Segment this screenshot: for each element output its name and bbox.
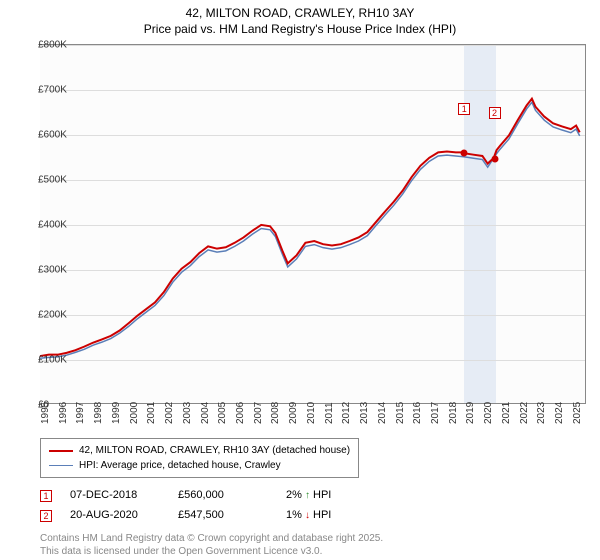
x-axis-label: 2007 — [253, 402, 264, 424]
sale-date: 07-DEC-2018 — [70, 486, 160, 506]
x-axis-label: 2025 — [572, 402, 583, 424]
attribution-line2: This data is licensed under the Open Gov… — [40, 545, 586, 558]
x-axis-label: 1997 — [75, 402, 86, 424]
x-axis-label: 2012 — [341, 402, 352, 424]
sale-date: 20-AUG-2020 — [70, 506, 160, 526]
sale-price: £547,500 — [178, 506, 268, 526]
x-axis-label: 2015 — [395, 402, 406, 424]
x-axis-label: 1998 — [93, 402, 104, 424]
x-axis-label: 1999 — [111, 402, 122, 424]
x-axis-label: 2003 — [182, 402, 193, 424]
y-axis-label: £100K — [38, 355, 67, 366]
legend-area: 42, MILTON ROAD, CRAWLEY, RH10 3AY (deta… — [40, 438, 586, 558]
chart-title: 42, MILTON ROAD, CRAWLEY, RH10 3AY — [0, 0, 600, 22]
y-axis-label: £600K — [38, 130, 67, 141]
legend-swatch — [49, 450, 73, 452]
x-axis-label: 2001 — [146, 402, 157, 424]
x-axis-label: 2024 — [554, 402, 565, 424]
x-axis-label: 2002 — [164, 402, 175, 424]
x-axis-label: 2010 — [306, 402, 317, 424]
y-axis-label: £200K — [38, 310, 67, 321]
legend-item: 42, MILTON ROAD, CRAWLEY, RH10 3AY (deta… — [49, 443, 350, 458]
x-axis-label: 2022 — [519, 402, 530, 424]
price-marker-label: 2 — [489, 107, 501, 119]
series-line — [40, 99, 580, 356]
series-line — [40, 102, 580, 358]
x-axis-label: 2008 — [270, 402, 281, 424]
x-axis-label: 2020 — [483, 402, 494, 424]
x-axis-label: 2013 — [359, 402, 370, 424]
x-axis-label: 1996 — [58, 402, 69, 424]
x-axis-label: 2017 — [430, 402, 441, 424]
x-axis-label: 2005 — [217, 402, 228, 424]
x-axis-label: 2006 — [235, 402, 246, 424]
x-axis-label: 2018 — [448, 402, 459, 424]
y-axis-label: £300K — [38, 265, 67, 276]
price-marker-dot — [461, 150, 468, 157]
y-axis-label: £400K — [38, 220, 67, 231]
legend-label: 42, MILTON ROAD, CRAWLEY, RH10 3AY (deta… — [79, 443, 350, 458]
x-axis-label: 2019 — [465, 402, 476, 424]
x-axis-label: 2000 — [129, 402, 140, 424]
x-axis-label: 2004 — [200, 402, 211, 424]
y-axis-label: £500K — [38, 175, 67, 186]
sale-marker-icon: 1 — [40, 490, 52, 502]
sale-price: £560,000 — [178, 486, 268, 506]
x-axis-label: 2014 — [377, 402, 388, 424]
attribution-line1: Contains HM Land Registry data © Crown c… — [40, 532, 586, 545]
chart-plot-area: 12 £0£100K£200K£300K£400K£500K£600K£700K… — [40, 44, 586, 404]
chart-lines — [40, 45, 585, 403]
y-axis-label: £700K — [38, 85, 67, 96]
x-axis-label: 2023 — [536, 402, 547, 424]
sales-table: 1 07-DEC-2018 £560,000 2% ↑ HPI 2 20-AUG-2020… — [40, 486, 586, 526]
price-marker-dot — [491, 155, 498, 162]
x-axis-label: 2016 — [412, 402, 423, 424]
sale-marker-icon: 2 — [40, 510, 52, 522]
x-axis-label: 2021 — [501, 402, 512, 424]
sale-delta: 1% ↓ HPI — [286, 506, 376, 526]
attribution: Contains HM Land Registry data © Crown c… — [40, 532, 586, 558]
x-axis-label: 2009 — [288, 402, 299, 424]
sale-row: 1 07-DEC-2018 £560,000 2% ↑ HPI — [40, 486, 586, 506]
chart-subtitle: Price paid vs. HM Land Registry's House … — [0, 22, 600, 38]
legend-item: HPI: Average price, detached house, Craw… — [49, 458, 350, 473]
y-axis-label: £800K — [38, 40, 67, 51]
legend-box: 42, MILTON ROAD, CRAWLEY, RH10 3AY (deta… — [40, 438, 359, 478]
legend-label: HPI: Average price, detached house, Craw… — [79, 458, 281, 473]
sale-row: 2 20-AUG-2020 £547,500 1% ↓ HPI — [40, 506, 586, 526]
sale-delta: 2% ↑ HPI — [286, 486, 376, 506]
x-axis-label: 1995 — [40, 402, 51, 424]
x-axis-label: 2011 — [324, 402, 335, 424]
price-marker-label: 1 — [458, 103, 470, 115]
legend-swatch — [49, 465, 73, 466]
